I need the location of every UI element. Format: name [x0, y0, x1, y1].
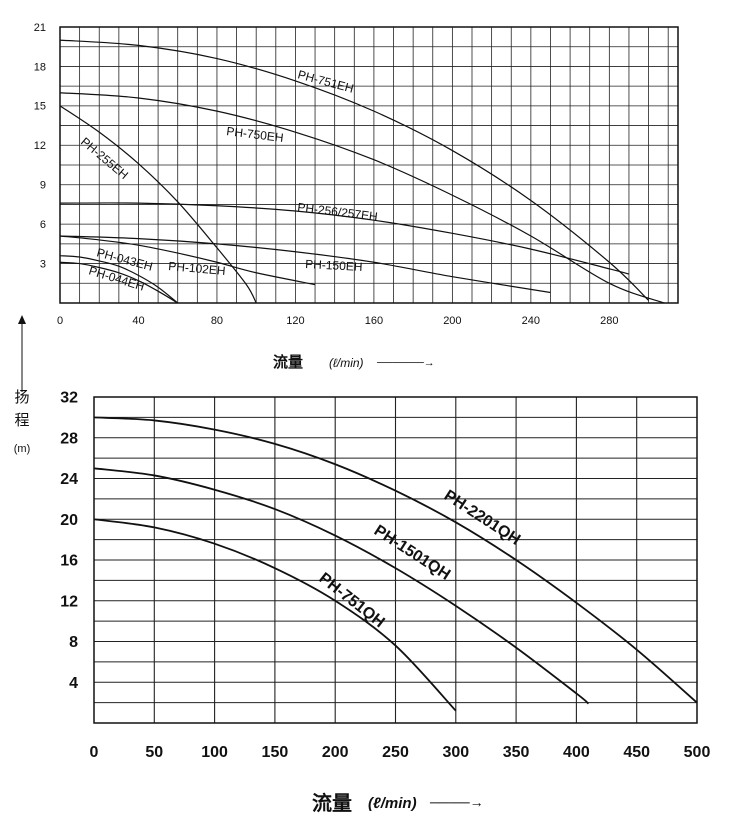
top-x-tick-label: 200 — [443, 315, 461, 327]
bottom-chart-y-ticks: 4 8 12 16 20 24 28 32 — [60, 390, 78, 692]
curve-ph-751qh — [93, 518, 457, 712]
y-axis-title: 扬 程 (m) — [14, 315, 31, 455]
top-chart-y-ticks: 3 6 9 12 15 18 21 — [34, 22, 46, 271]
curve-label-ph-102eh: PH-102EH — [168, 259, 226, 278]
curve-ph-102eh — [59, 235, 316, 286]
top-y-tick-label: 15 — [34, 101, 46, 113]
y-axis-unit: (m) — [14, 443, 31, 455]
curve-label-ph-150eh: PH-150EH — [305, 257, 363, 274]
curve-ph-150eh — [59, 235, 551, 294]
bottom-chart-plot-border — [93, 396, 698, 724]
top-y-tick-label: 21 — [34, 22, 46, 34]
bot-y-tick-label: 20 — [60, 512, 78, 529]
top-x-tick-label: 240 — [522, 315, 540, 327]
bottom-chart-x-ticks: 0 50 100 150 200 250 300 350 400 450 500 — [90, 744, 711, 761]
top-y-tick-label: 18 — [34, 61, 46, 73]
curve-ph-1501qh — [93, 467, 590, 705]
top-x-tick-label: 40 — [132, 315, 144, 327]
bot-y-tick-label: 4 — [69, 675, 78, 692]
bot-x-tick-label: 0 — [90, 744, 99, 761]
top-x-axis-unit: (ℓ/min) — [329, 356, 364, 370]
bottom-x-axis-unit: (ℓ/min) — [368, 795, 417, 812]
y-axis-arrow-head — [18, 315, 26, 324]
top-y-tick-label: 6 — [40, 219, 46, 231]
curve-label-ph-1501qh: PH-1501QH — [371, 522, 453, 584]
bot-x-tick-label: 450 — [623, 744, 650, 761]
bot-y-tick-label: 8 — [69, 634, 78, 651]
bot-x-tick-label: 200 — [322, 744, 349, 761]
bot-y-tick-label: 32 — [60, 390, 78, 407]
top-x-axis-title: 流量 — [273, 353, 303, 371]
bot-y-tick-label: 12 — [60, 593, 78, 610]
bottom-x-axis-title: 流量 — [312, 791, 352, 815]
curve-ph-2201qh — [93, 416, 698, 704]
curve-ph-255eh — [59, 105, 257, 304]
bot-y-tick-label: 24 — [60, 471, 78, 488]
bot-x-tick-label: 150 — [262, 744, 289, 761]
bot-x-tick-label: 250 — [382, 744, 409, 761]
bot-x-tick-label: 100 — [201, 744, 228, 761]
bottom-chart-grid — [94, 397, 697, 723]
bot-x-tick-label: 350 — [503, 744, 530, 761]
bot-x-tick-label: 500 — [684, 744, 711, 761]
y-axis-title-char-2: 程 — [14, 412, 29, 429]
bot-x-tick-label: 50 — [145, 744, 163, 761]
curve-ph-044eh — [59, 261, 179, 304]
y-axis-title-char-1: 扬 — [14, 389, 29, 406]
top-chart-x-ticks: 0 40 80 120 160 200 240 280 — [57, 315, 619, 327]
curve-label-ph-750eh: PH-750EH — [226, 124, 285, 145]
top-x-tick-label: 80 — [211, 315, 223, 327]
bot-y-tick-label: 28 — [60, 430, 78, 447]
top-x-tick-label: 120 — [286, 315, 304, 327]
bot-x-tick-label: 400 — [563, 744, 590, 761]
curve-ph-751eh — [59, 39, 649, 301]
top-x-axis-arrow: ──────→ — [376, 357, 435, 369]
top-x-tick-label: 0 — [57, 315, 63, 327]
top-chart: PH-751EHPH-750EHPH-255EHPH-256/257EHPH-1… — [34, 22, 679, 371]
bot-x-tick-label: 300 — [442, 744, 469, 761]
top-y-tick-label: 12 — [34, 140, 46, 152]
top-x-tick-label: 280 — [600, 315, 618, 327]
top-x-tick-label: 160 — [365, 315, 383, 327]
top-y-tick-label: 3 — [40, 258, 46, 270]
bot-y-tick-label: 16 — [60, 553, 78, 570]
curve-label-ph-255eh: PH-255EH — [78, 135, 131, 183]
curve-ph-043eh — [59, 255, 179, 304]
top-y-tick-label: 9 — [40, 180, 46, 192]
top-chart-plot-border — [59, 26, 679, 304]
curve-ph-256-257eh — [59, 202, 630, 275]
bottom-x-axis-arrow: ────→ — [429, 794, 484, 810]
curve-ph-750eh — [59, 92, 665, 304]
curve-label-ph-256-257eh: PH-256/257EH — [297, 200, 379, 224]
